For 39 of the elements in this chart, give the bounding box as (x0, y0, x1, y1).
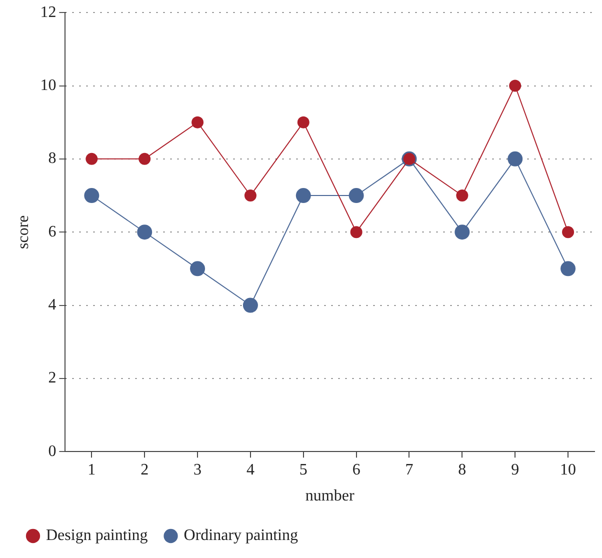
point (192, 116, 204, 128)
x-tick-label: 5 (299, 461, 308, 478)
legend-label: Design painting (46, 527, 148, 544)
x-tick-label: 9 (511, 461, 520, 478)
point (348, 188, 364, 204)
legend-label: Ordinary painting (184, 527, 298, 544)
point (244, 190, 256, 202)
point (242, 298, 258, 313)
y-tick-label: 0 (48, 442, 56, 460)
point (138, 152, 151, 165)
y-tick-label: 10 (40, 76, 56, 94)
point (190, 261, 206, 276)
y-tick-label: 8 (48, 150, 56, 168)
y-tick-label: 4 (48, 296, 56, 314)
x-tick-label: 10 (560, 461, 576, 478)
point (137, 224, 152, 240)
point (560, 261, 576, 276)
point (509, 80, 522, 92)
x-tick-label: 7 (405, 461, 414, 478)
y-tick-label: 12 (40, 4, 56, 21)
point (86, 152, 98, 165)
point (296, 188, 311, 204)
x-tick-label: 3 (194, 461, 202, 478)
point (454, 224, 470, 240)
x-tick-label: 6 (352, 461, 360, 478)
x-tick-label: 2 (140, 461, 149, 478)
y-tick-label: 6 (48, 223, 56, 240)
point (456, 190, 468, 202)
x-tick-label: 4 (246, 461, 254, 478)
point (562, 226, 574, 238)
y-tick-label: 2 (48, 370, 56, 387)
point (297, 116, 310, 128)
point (84, 188, 100, 204)
point (350, 226, 362, 238)
x-tick-label: 8 (458, 461, 466, 478)
x-tick-label: 1 (88, 461, 96, 478)
y-axis-title: score (14, 215, 32, 249)
point (508, 151, 523, 166)
x-axis-title: number (305, 488, 355, 505)
